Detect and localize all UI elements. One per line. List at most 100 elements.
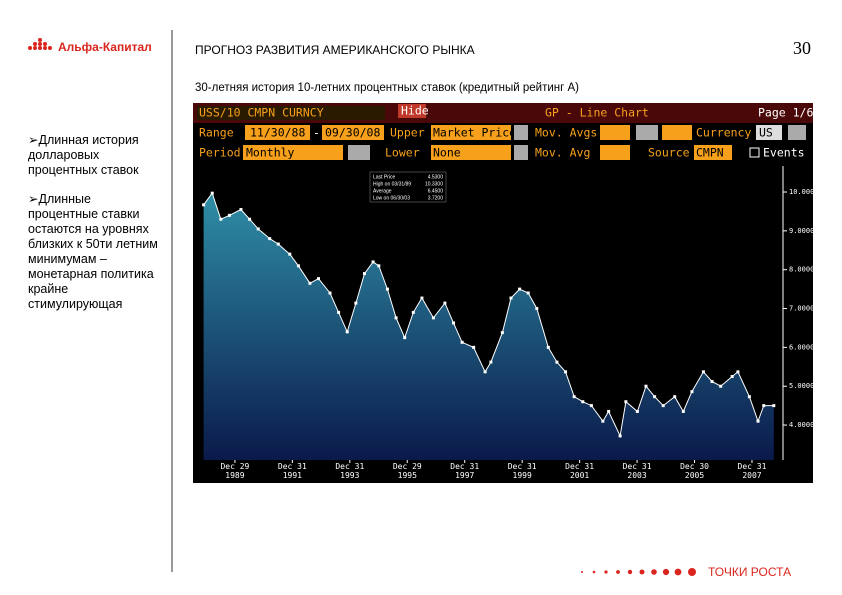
field-box[interactable] — [600, 125, 630, 140]
area — [203, 193, 774, 460]
point — [443, 301, 447, 305]
point — [288, 252, 292, 256]
y-tick-label: 8.0000 — [789, 266, 814, 274]
x-tick-label: Dec 31 1997 — [450, 462, 480, 480]
field-label: Events — [763, 146, 805, 160]
header-title: ПРОГНОЗ РАЗВИТИЯ АМЕРИКАНСКОГО РЫНКА — [195, 43, 475, 57]
field-label: Range — [199, 126, 234, 140]
point — [635, 409, 639, 413]
point — [589, 404, 593, 408]
point — [644, 384, 648, 388]
point — [762, 404, 766, 408]
field-box[interactable] — [431, 125, 511, 140]
stat-value: 3.7200 — [428, 195, 444, 201]
field-box[interactable] — [636, 125, 658, 140]
bullet: Длинные процентные ставки остаются на ур… — [28, 192, 158, 312]
y-tick-label: 5.0000 — [789, 382, 814, 390]
point — [730, 374, 734, 378]
field-value[interactable]: 11/30/88 — [250, 126, 305, 140]
point — [747, 395, 751, 399]
x-tick-label: Dec 30 2005 — [680, 462, 709, 480]
field-box[interactable] — [788, 125, 806, 140]
hide-button[interactable] — [398, 104, 426, 118]
point — [308, 281, 312, 285]
y-tick-label: 9.0000 — [789, 227, 814, 235]
bullet: Длинная история долларовых процентных ст… — [28, 133, 158, 178]
subtitle: 30-летняя история 10-летних процентных с… — [195, 82, 579, 94]
field-value[interactable]: Monthly — [246, 146, 295, 160]
point — [328, 291, 332, 295]
field-box[interactable] — [348, 145, 370, 160]
field-box[interactable] — [514, 125, 528, 140]
field-box[interactable] — [243, 145, 343, 160]
field-label: Lower — [385, 146, 420, 160]
field-box[interactable] — [756, 125, 782, 140]
point — [472, 345, 476, 349]
point — [317, 277, 321, 281]
field-box[interactable] — [514, 145, 528, 160]
stat-value: 10.3300 — [425, 181, 443, 187]
field-box[interactable] — [245, 125, 310, 140]
point — [564, 370, 568, 374]
stats: Last Price 4.5300 High on 03/31/89 10.3300 A… — [373, 174, 443, 201]
stat-label: Low on 06/30/03 — [373, 195, 410, 201]
field-label: Source — [648, 146, 690, 160]
point — [431, 316, 435, 320]
point — [690, 390, 694, 394]
field-label: Upper — [390, 126, 425, 140]
point — [403, 336, 407, 340]
field-value[interactable]: None — [433, 146, 461, 160]
y-tick-label: 10.0000 — [789, 188, 819, 196]
point — [710, 380, 714, 384]
field-box[interactable] — [322, 125, 384, 140]
point — [256, 227, 260, 231]
x-tick-label: Dec 31 1993 — [335, 462, 365, 480]
function-name: GP - Line Chart — [545, 106, 649, 120]
field-label: Period — [199, 146, 241, 160]
point — [420, 296, 424, 300]
x-tick-label: Dec 29 1995 — [392, 462, 422, 480]
field-value[interactable]: 09/30/08 — [325, 126, 380, 140]
stats-box — [369, 171, 447, 203]
point — [354, 301, 358, 305]
field-box[interactable] — [431, 145, 511, 160]
field-value[interactable]: US — [759, 126, 773, 140]
field-label: Mov. Avg — [535, 146, 590, 160]
checkbox[interactable] — [749, 147, 760, 158]
y-tick-label: 6.0000 — [789, 343, 814, 351]
x-tick-label: Dec 31 2007 — [737, 462, 767, 480]
stat-value: 6.4500 — [428, 188, 444, 194]
point — [509, 296, 513, 300]
point — [661, 404, 665, 408]
point — [581, 400, 585, 404]
point — [555, 360, 559, 364]
point — [227, 213, 231, 217]
point — [756, 419, 760, 423]
logo-mark — [28, 38, 52, 50]
point — [202, 203, 206, 207]
point — [337, 310, 341, 314]
point — [362, 272, 366, 276]
field-label: Mov. Avgs — [535, 126, 597, 140]
y-tick-label: 4.0000 — [789, 421, 814, 429]
field-box[interactable] — [662, 125, 692, 140]
point — [673, 395, 677, 399]
field-box[interactable] — [600, 145, 630, 160]
x-tick-label: Dec 29 1989 — [220, 462, 250, 480]
field-value[interactable]: CMPN — [696, 146, 724, 160]
field-value[interactable]: Market Price — [433, 126, 516, 140]
y-tick-label: 7.0000 — [789, 305, 814, 313]
hide-label[interactable]: Hide — [401, 104, 429, 118]
point — [239, 207, 243, 211]
point — [268, 237, 272, 241]
point — [345, 330, 349, 334]
x-tick-label: Dec 31 2001 — [565, 462, 595, 480]
field-box[interactable] — [694, 145, 732, 160]
point — [772, 404, 776, 408]
point — [394, 316, 398, 320]
point — [377, 264, 381, 268]
point — [607, 409, 611, 413]
plot: 4.0000 5.0000 6.0000 7.0000 8.0000 9.0000 10.0… — [202, 166, 819, 463]
